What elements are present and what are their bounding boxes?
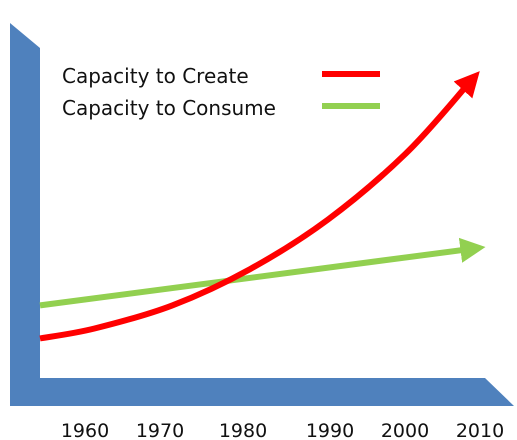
y-axis-bar — [10, 23, 40, 378]
legend: Capacity to Create Capacity to Consume — [62, 64, 380, 120]
x-tick-label-1960: 1960 — [61, 420, 109, 440]
series-line-capacity-to-consume — [39, 237, 486, 309]
x-tick-labels: 1960 1970 1980 1990 2000 2010 — [61, 420, 504, 440]
series-layer — [39, 71, 486, 342]
legend-label-consume: Capacity to Consume — [62, 96, 276, 120]
x-axis-bar — [10, 378, 514, 406]
x-tick-label-1970: 1970 — [136, 420, 184, 440]
legend-label-create: Capacity to Create — [62, 64, 249, 88]
x-tick-label-1990: 1990 — [306, 420, 354, 440]
series-line-capacity-to-create — [39, 71, 480, 342]
x-tick-label-1980: 1980 — [219, 420, 267, 440]
x-tick-label-2010: 2010 — [456, 420, 504, 440]
x-tick-label-2000: 2000 — [381, 420, 429, 440]
